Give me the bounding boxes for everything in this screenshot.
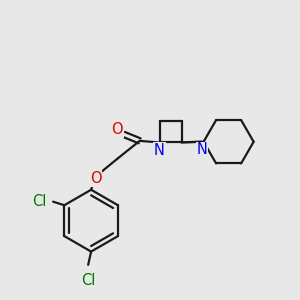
Text: O: O bbox=[111, 122, 123, 137]
Text: N: N bbox=[197, 142, 208, 158]
Text: Cl: Cl bbox=[81, 273, 95, 288]
Text: O: O bbox=[90, 171, 101, 186]
Text: Cl: Cl bbox=[32, 194, 47, 208]
Text: N: N bbox=[154, 143, 165, 158]
